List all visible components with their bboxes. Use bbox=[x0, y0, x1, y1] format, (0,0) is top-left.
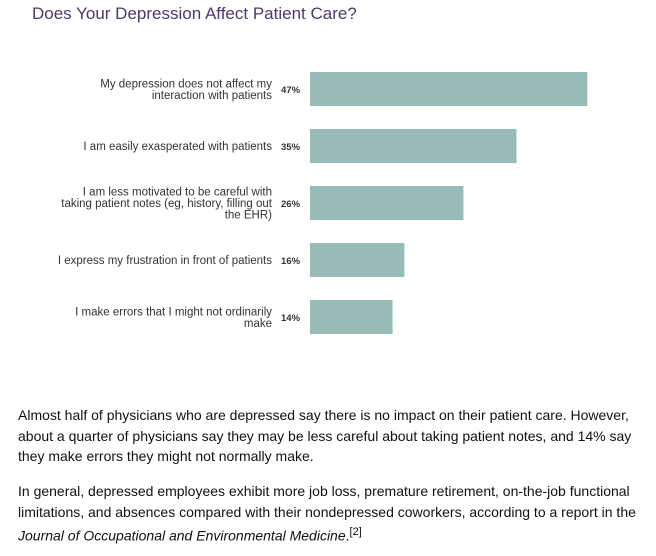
category-label: My depression does not affect my interact… bbox=[100, 78, 272, 102]
bar-chart: My depression does not affect my interact… bbox=[58, 72, 588, 334]
category-label: I am easily exasperated with patients bbox=[83, 141, 272, 153]
paragraph-period: . bbox=[345, 527, 350, 544]
value-label: 47% bbox=[281, 85, 301, 96]
article-paragraph-2: In general, depressed employees exhibit … bbox=[18, 481, 642, 546]
category-label-line: interaction with patients bbox=[152, 90, 272, 102]
bar bbox=[310, 72, 588, 106]
category-label-line: the EHR) bbox=[225, 210, 272, 222]
journal-name: Journal of Occupational and Environmenta… bbox=[18, 527, 346, 544]
value-label: 16% bbox=[281, 256, 301, 267]
category-label-line: I am easily exasperated with patients bbox=[83, 141, 272, 153]
category-label: I am less motivated to be careful with ta… bbox=[61, 187, 273, 222]
bar bbox=[310, 300, 393, 334]
category-label-line: make bbox=[244, 318, 272, 330]
bar bbox=[310, 186, 464, 220]
category-label: I express my frustration in front of pat… bbox=[58, 255, 272, 267]
value-label: 26% bbox=[281, 199, 301, 210]
bar bbox=[310, 243, 405, 277]
chart-title: Does Your Depression Affect Patient Care… bbox=[32, 4, 357, 23]
category-label: I make errors that I might not ordinaril… bbox=[75, 306, 272, 330]
value-label: 35% bbox=[281, 142, 301, 153]
value-label: 14% bbox=[281, 313, 301, 324]
category-label-line: I make errors that I might not ordinaril… bbox=[75, 306, 272, 318]
category-label-line: I am less motivated to be careful with bbox=[83, 187, 272, 199]
category-label-line: taking patient notes (eg, history, filli… bbox=[61, 198, 273, 210]
article-paragraph-1: Almost half of physicians who are depres… bbox=[18, 407, 632, 464]
paragraph-text: In general, depressed employees exhibit … bbox=[18, 483, 636, 520]
category-label-line: My depression does not affect my bbox=[100, 78, 272, 90]
reference-link[interactable]: [2] bbox=[349, 526, 362, 538]
category-label-line: I express my frustration in front of pat… bbox=[58, 255, 272, 267]
bar bbox=[310, 129, 517, 163]
